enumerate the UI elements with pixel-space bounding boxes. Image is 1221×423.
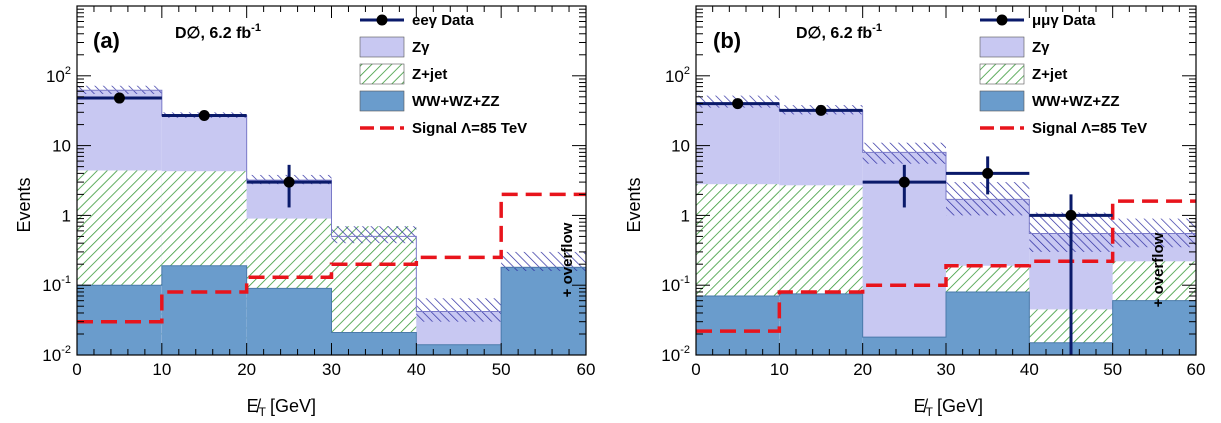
panel-b-legend-data-marker <box>996 14 1008 26</box>
panel-a-y-tick-label: 10 <box>52 137 71 156</box>
panel-b-legend-swatch <box>979 36 1025 58</box>
panel-b-uncertainty-band <box>862 142 946 164</box>
panel-b-legend-item-wwwzzz: WW+WZ+ZZ <box>979 90 1119 112</box>
panel-a-legend-label: eeγ Data <box>412 12 474 29</box>
panel-a-wwwzzz-bar <box>331 332 417 355</box>
panel-b-legend-label: μμγ Data <box>1032 12 1096 29</box>
panel-b-overflow-label: + overflow <box>1150 232 1167 307</box>
panel-a-x-tick-label: 0 <box>72 360 81 379</box>
panel-b-plot: 0 10 20 30 40 50 60 10-2 10-1 1 10 102 <box>661 5 1206 379</box>
panel-a: 0 10 20 30 40 50 60 10-2 10-1 1 10 102 (a) D∅, 6.2 … <box>14 5 596 419</box>
panel-a-data-point <box>113 92 125 104</box>
panel-b-plot-body <box>696 95 1196 355</box>
panel-b-legend-label: Z+jet <box>1032 66 1067 83</box>
panel-a-y-tick-label: 10-2 <box>42 344 71 365</box>
panel-b-data-point <box>815 104 827 116</box>
panel-b-x-tick-label: 0 <box>691 360 700 379</box>
panel-b-x-tick-label: 50 <box>1103 360 1122 379</box>
panel-b-y-axis-title: Events <box>624 177 644 232</box>
panel-b-legend-item-data: μμγ Data <box>980 12 1096 29</box>
panel-a-x-tick-label: 30 <box>322 360 341 379</box>
panel-b-legend-label: Zγ <box>1032 39 1050 56</box>
panel-a-legend-swatch <box>359 36 405 58</box>
panel-b-legend: μμγ Data Zγ Z+jet WW+WZ+ZZ Signal Λ=85 TeV <box>979 12 1147 137</box>
panel-a-uncertainty-band <box>331 226 417 244</box>
panel-a-legend-swatch <box>359 90 405 112</box>
panel-a-wwwzzz-bar <box>246 288 332 355</box>
panel-b-label: (b) <box>713 28 741 53</box>
panel-a-wwwzzz-bar <box>161 265 247 355</box>
panel-a-legend-item-zjet: Z+jet <box>359 63 447 85</box>
panel-a-uncertainty-band <box>501 251 586 271</box>
panel-b-x-tick-label: 30 <box>937 360 956 379</box>
panel-b-x-tick-label: 40 <box>1020 360 1039 379</box>
panel-b-legend-item-zgamma: Zγ <box>979 36 1050 58</box>
panel-b-legend-label: Signal Λ=85 TeV <box>1032 120 1147 137</box>
panel-b-legend-swatch <box>979 63 1025 85</box>
panel-b: 0 10 20 30 40 50 60 10-2 10-1 1 10 102 (b) D∅, 6.2 … <box>624 5 1206 419</box>
panel-a-plot-body <box>77 85 586 355</box>
panel-a-legend-label: Z+jet <box>412 66 447 83</box>
panel-a-legend-item-wwwzzz: WW+WZ+ZZ <box>359 90 499 112</box>
panel-a-legend-item-data: eeγ Data <box>360 12 474 29</box>
panel-b-legend-item-signal: Signal Λ=85 TeV <box>980 120 1147 137</box>
panel-b-data-point <box>898 176 910 188</box>
panel-a-y-tick-label: 1 <box>62 206 71 225</box>
panel-a-signal-line <box>77 192 586 324</box>
panel-b-data-point <box>982 167 994 179</box>
panel-a-data-point <box>283 176 295 188</box>
panel-b-y-tick-label: 10-1 <box>661 274 690 295</box>
panel-a-overflow-label: + overflow <box>559 222 576 297</box>
panel-a-uncertainty-band <box>416 298 502 322</box>
panel-b-wwwzzz-bar <box>946 291 1030 355</box>
panel-a-legend-data-marker <box>376 14 388 26</box>
panel-a-y-tick-label: 10-1 <box>42 274 71 295</box>
panel-b-y-tick-label: 1 <box>681 206 690 225</box>
panel-b-y-tick-label: 10-2 <box>661 344 690 365</box>
panel-a-legend-item-zgamma: Zγ <box>359 36 430 58</box>
panel-a-legend-label: Zγ <box>412 39 430 56</box>
panel-b-wwwzzz-bar <box>1112 300 1196 355</box>
panel-a-y-axis-title: Events <box>14 177 34 232</box>
panel-a-legend-label: Signal Λ=85 TeV <box>412 120 527 137</box>
panel-b-wwwzzz-bar <box>862 337 946 355</box>
panel-a-data-point <box>198 109 210 121</box>
panel-b-legend-swatch <box>979 90 1025 112</box>
panel-b-data-point <box>1065 209 1077 221</box>
panel-b-data-point <box>732 98 744 110</box>
panel-b-legend-label: WW+WZ+ZZ <box>1032 93 1119 110</box>
panel-b-legend-item-zjet: Z+jet <box>979 63 1067 85</box>
panel-a-experiment-label: D∅, 6.2 fb-1 <box>175 22 261 42</box>
panel-b-uncertainty-band <box>1112 218 1196 248</box>
panel-a-legend-swatch <box>359 63 405 85</box>
panel-b-zgamma-outline <box>696 103 1196 235</box>
panel-a-label: (a) <box>93 28 120 53</box>
panel-b-x-tick-label: 10 <box>770 360 789 379</box>
panel-a-y-tick-label: 102 <box>46 65 71 86</box>
panel-a-x-axis-title: E̸T [GeV] <box>247 396 316 418</box>
panel-b-wwwzzz-bar <box>779 293 863 355</box>
panel-b-y-tick-label: 10 <box>671 137 690 156</box>
panel-a-wwwzzz-outline <box>77 265 586 346</box>
panel-b-y-tick-label: 102 <box>665 65 690 86</box>
panel-a-x-tick-label: 40 <box>407 360 426 379</box>
panel-a-wwwzzz-bar <box>501 267 586 355</box>
panel-b-x-axis-title: E̸T [GeV] <box>914 396 983 418</box>
panel-a-wwwzzz-bar <box>416 344 502 355</box>
panel-a-legend-item-signal: Signal Λ=85 TeV <box>360 120 527 137</box>
panel-b-x-tick-label: 20 <box>853 360 872 379</box>
panel-a-x-tick-label: 50 <box>492 360 511 379</box>
panel-a-legend-label: WW+WZ+ZZ <box>412 93 499 110</box>
panel-a-x-tick-label: 60 <box>577 360 596 379</box>
panel-b-x-tick-label: 60 <box>1187 360 1206 379</box>
panel-b-wwwzzz-bar <box>696 296 780 355</box>
panel-a-x-tick-label: 10 <box>152 360 171 379</box>
panel-a-plot: 0 10 20 30 40 50 60 10-2 10-1 1 10 102 <box>42 5 596 379</box>
panel-a-x-tick-label: 20 <box>237 360 256 379</box>
panel-a-legend: eeγ Data Zγ Z+jet WW+WZ+ZZ Signal Λ=85 TeV <box>359 12 527 137</box>
panel-b-experiment-label: D∅, 6.2 fb-1 <box>796 22 882 42</box>
